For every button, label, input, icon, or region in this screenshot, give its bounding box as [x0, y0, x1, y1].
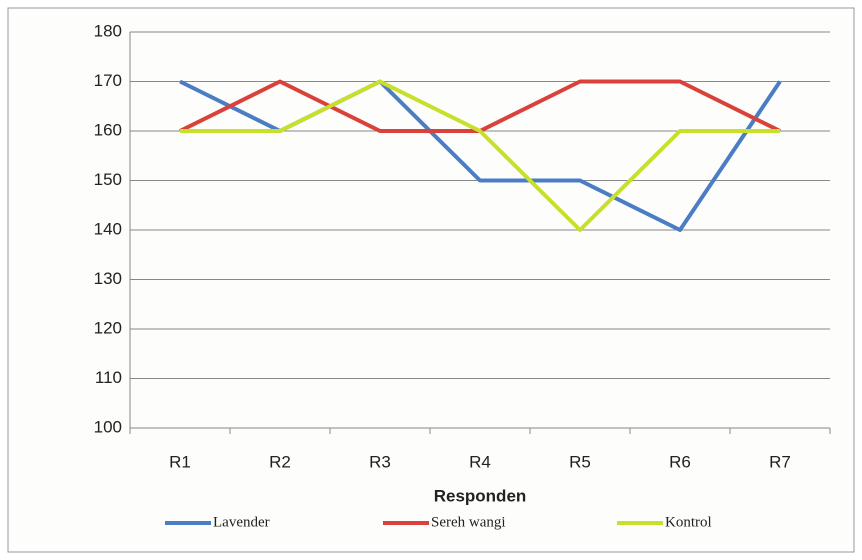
y-tick-label: 170 — [94, 71, 122, 90]
legend-text: Lavender — [213, 514, 270, 530]
y-tick-label: 100 — [94, 417, 122, 436]
y-tick-label: 120 — [94, 318, 122, 337]
y-tick-label: 110 — [95, 368, 122, 387]
x-tick-label: R2 — [269, 452, 291, 471]
x-tick-label: R1 — [169, 452, 191, 471]
y-tick-label: 160 — [94, 120, 122, 139]
x-tick-label: R3 — [369, 452, 391, 471]
data-line — [180, 79, 780, 232]
y-tick-label: 130 — [94, 269, 122, 288]
y-tick-label: 140 — [94, 219, 122, 238]
legend-text: Kontrol — [665, 514, 712, 530]
y-tick-label: 150 — [94, 170, 122, 189]
x-tick-label: R7 — [769, 452, 791, 471]
x-tick-label: R5 — [569, 452, 591, 471]
legend-text: Sereh wangi — [431, 514, 506, 530]
x-axis-title: Responden — [434, 486, 527, 505]
x-tick-label: R6 — [669, 452, 691, 471]
x-tick-label: R4 — [469, 452, 491, 471]
y-tick-label: 180 — [94, 21, 122, 40]
